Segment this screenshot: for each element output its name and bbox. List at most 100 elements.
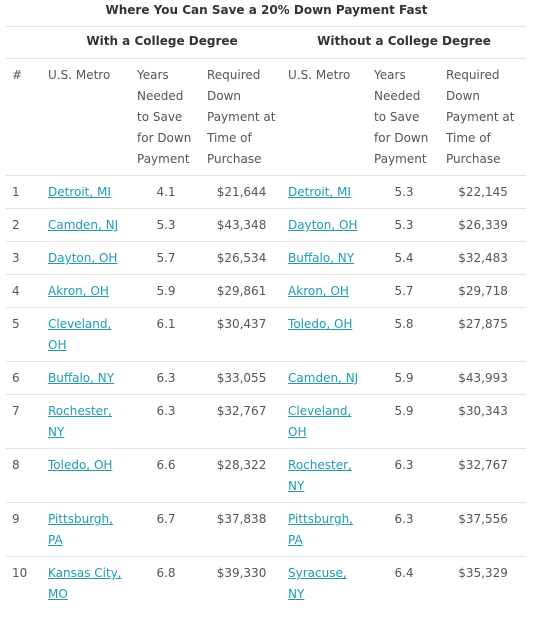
value-cell: 6.8 xyxy=(131,556,201,610)
metro-cell: Detroit, MI xyxy=(282,175,369,209)
metro-cell: Cleveland, OH xyxy=(42,307,131,362)
column-header: U.S. Metro xyxy=(282,58,369,176)
column-header: U.S. Metro xyxy=(42,58,131,176)
metro-cell: Pittsburgh, PA xyxy=(282,502,369,557)
metro-link[interactable]: Dayton, OH xyxy=(48,251,118,265)
value-cell: 5.3 xyxy=(368,175,441,209)
value-cell: 6.6 xyxy=(131,448,201,503)
value-cell: 6.4 xyxy=(368,556,441,610)
metro-link[interactable]: Syracuse, NY xyxy=(288,566,347,601)
metro-link[interactable]: Buffalo, NY xyxy=(288,251,355,265)
table-row: 3 Dayton, OH 5.7 $26,534 Buffalo, NY 5.4 $32,4… xyxy=(6,241,527,275)
value-cell: $37,838 xyxy=(201,502,283,557)
table-row: 7 Rochester, NY 6.3 $32,767 Cleveland, OH 5.9… xyxy=(6,394,527,449)
empty-cell xyxy=(6,26,42,59)
table-title: Where You Can Save a 20% Down Payment Fa… xyxy=(105,3,428,17)
value-cell: 5.9 xyxy=(368,394,441,449)
table-row: 1 Detroit, MI 4.1 $21,644 Detroit, MI 5.3 $22,… xyxy=(6,175,527,209)
value-cell: $22,145 xyxy=(440,175,527,209)
rank-cell: 3 xyxy=(6,241,42,275)
table-row: 8 Toledo, OH 6.6 $28,322 Rochester, NY 6.3 $32… xyxy=(6,448,527,503)
metro-link[interactable]: Camden, NJ xyxy=(288,371,359,385)
column-header: Years Needed to Save for Down Payment xyxy=(368,58,441,176)
value-cell: 6.1 xyxy=(131,307,201,362)
value-cell: 5.4 xyxy=(368,241,441,275)
value-cell: $30,437 xyxy=(201,307,283,362)
value-cell: $32,767 xyxy=(440,448,527,503)
metro-link[interactable]: Toledo, OH xyxy=(48,458,113,472)
metro-link[interactable]: Toledo, OH xyxy=(288,317,353,331)
metro-link[interactable]: Detroit, MI xyxy=(288,185,351,199)
metro-link[interactable]: Rochester, NY xyxy=(288,458,352,493)
metro-cell: Kansas City, MO xyxy=(42,556,131,610)
value-cell: 6.3 xyxy=(131,394,201,449)
value-cell: 6.7 xyxy=(131,502,201,557)
value-cell: $32,483 xyxy=(440,241,527,275)
value-cell: 6.3 xyxy=(131,361,201,395)
metro-link[interactable]: Kansas City, MO xyxy=(48,566,122,601)
metro-cell: Buffalo, NY xyxy=(42,361,131,395)
table-row: 6 Buffalo, NY 6.3 $33,055 Camden, NJ 5.9 $43,9… xyxy=(6,361,527,395)
value-cell: 5.7 xyxy=(131,241,201,275)
rank-cell: 10 xyxy=(6,556,42,610)
metro-link[interactable]: Akron, OH xyxy=(288,284,349,298)
header-row: # U.S. Metro Years Needed to Save for Down… xyxy=(6,58,527,176)
rank-cell: 1 xyxy=(6,175,42,209)
metro-cell: Camden, NJ xyxy=(282,361,369,395)
value-cell: $26,339 xyxy=(440,208,527,242)
value-cell: 5.8 xyxy=(368,307,441,362)
rank-cell: 8 xyxy=(6,448,42,503)
value-cell: 5.3 xyxy=(368,208,441,242)
table-body: 1 Detroit, MI 4.1 $21,644 Detroit, MI 5.3 $22,… xyxy=(6,175,527,610)
table-row: 5 Cleveland, OH 6.1 $30,437 Toledo, OH 5.8 $27… xyxy=(6,307,527,362)
group-row: With a College Degree Without a College … xyxy=(6,26,527,59)
metro-cell: Akron, OH xyxy=(282,274,369,308)
value-cell: $30,343 xyxy=(440,394,527,449)
metro-cell: Toledo, OH xyxy=(42,448,131,503)
table-row: 9 Pittsburgh, PA 6.7 $37,838 Pittsburgh, PA 6… xyxy=(6,502,527,557)
metro-link[interactable]: Akron, OH xyxy=(48,284,109,298)
column-header: Required Down Payment at Time of Purchas… xyxy=(440,58,527,176)
metro-link[interactable]: Cleveland, OH xyxy=(48,317,112,352)
value-cell: 5.7 xyxy=(368,274,441,308)
column-header: Required Down Payment at Time of Purchas… xyxy=(201,58,283,176)
value-cell: $33,055 xyxy=(201,361,283,395)
rank-cell: 2 xyxy=(6,208,42,242)
metro-cell: Buffalo, NY xyxy=(282,241,369,275)
group-header: With a College Degree xyxy=(42,26,283,59)
value-cell: $21,644 xyxy=(201,175,283,209)
value-cell: 5.3 xyxy=(131,208,201,242)
value-cell: $29,861 xyxy=(201,274,283,308)
column-header: Years Needed to Save for Down Payment xyxy=(131,58,201,176)
metro-link[interactable]: Pittsburgh, PA xyxy=(48,512,113,547)
metro-link[interactable]: Dayton, OH xyxy=(288,218,358,232)
metro-link[interactable]: Rochester, NY xyxy=(48,404,112,439)
metro-cell: Dayton, OH xyxy=(282,208,369,242)
metro-cell: Cleveland, OH xyxy=(282,394,369,449)
value-cell: 4.1 xyxy=(131,175,201,209)
metro-link[interactable]: Camden, NJ xyxy=(48,218,119,232)
group-header: Without a College Degree xyxy=(282,26,527,59)
value-cell: 6.3 xyxy=(368,502,441,557)
rank-cell: 6 xyxy=(6,361,42,395)
value-cell: 5.9 xyxy=(131,274,201,308)
table-row: 4 Akron, OH 5.9 $29,861 Akron, OH 5.7 $29,718 xyxy=(6,274,527,308)
metro-link[interactable]: Cleveland, OH xyxy=(288,404,352,439)
value-cell: 5.9 xyxy=(368,361,441,395)
metro-cell: Rochester, NY xyxy=(282,448,369,503)
column-header: # xyxy=(6,58,42,176)
metro-cell: Dayton, OH xyxy=(42,241,131,275)
table: With a College Degree Without a College … xyxy=(6,26,527,610)
value-cell: $26,534 xyxy=(201,241,283,275)
value-cell: $43,993 xyxy=(440,361,527,395)
value-cell: $29,718 xyxy=(440,274,527,308)
metro-link[interactable]: Detroit, MI xyxy=(48,185,111,199)
value-cell: $43,348 xyxy=(201,208,283,242)
metro-link[interactable]: Pittsburgh, PA xyxy=(288,512,353,547)
value-cell: $27,875 xyxy=(440,307,527,362)
metro-cell: Rochester, NY xyxy=(42,394,131,449)
metro-link[interactable]: Buffalo, NY xyxy=(48,371,115,385)
value-cell: 6.3 xyxy=(368,448,441,503)
value-cell: $32,767 xyxy=(201,394,283,449)
